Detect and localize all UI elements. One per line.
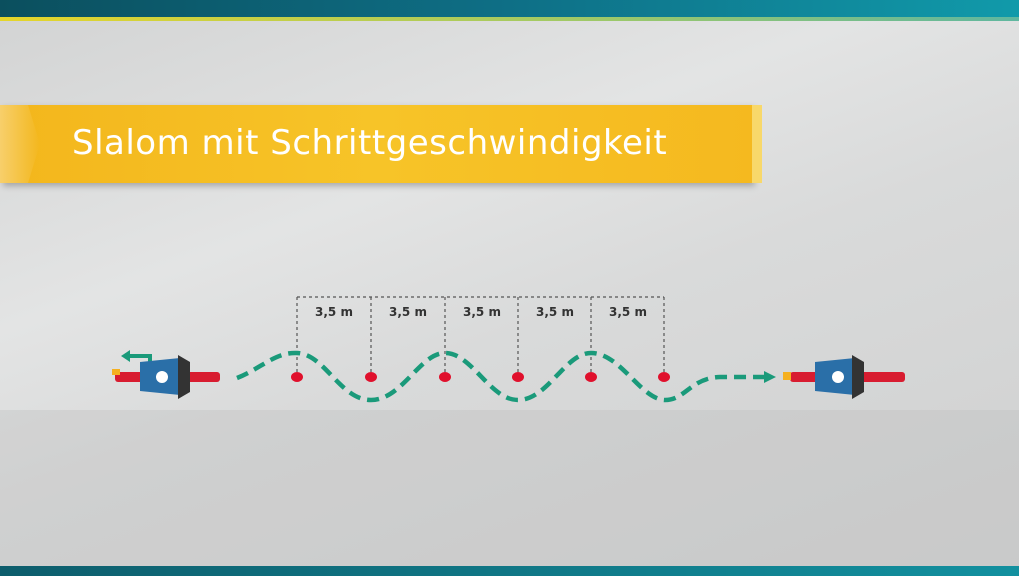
distance-label: 3,5 m: [536, 305, 574, 319]
distance-label: 3,5 m: [315, 305, 353, 319]
arrow-head-icon: [764, 371, 776, 383]
top-accent-line: [0, 17, 1019, 21]
road-band: [0, 410, 1019, 566]
bottom-bar: [0, 566, 1019, 576]
cone: [512, 372, 524, 382]
cone: [439, 372, 451, 382]
motorcycle-end-icon: [783, 355, 905, 399]
cone: [658, 372, 670, 382]
motorcycle-start-icon: [112, 350, 220, 399]
distance-label: 3,5 m: [463, 305, 501, 319]
top-bar: [0, 0, 1019, 17]
measure-lines: [296, 296, 665, 372]
title-banner: Slalom mit Schrittgeschwindigkeit: [0, 105, 762, 183]
cones: [291, 372, 670, 382]
distance-label: 3,5 m: [609, 305, 647, 319]
slalom-path: [236, 350, 765, 403]
cone: [585, 372, 597, 382]
cone: [365, 372, 377, 382]
distance-label: 3,5 m: [389, 305, 427, 319]
cone: [291, 372, 303, 382]
page-title: Slalom mit Schrittgeschwindigkeit: [72, 123, 668, 163]
banner-edge: [752, 105, 762, 183]
